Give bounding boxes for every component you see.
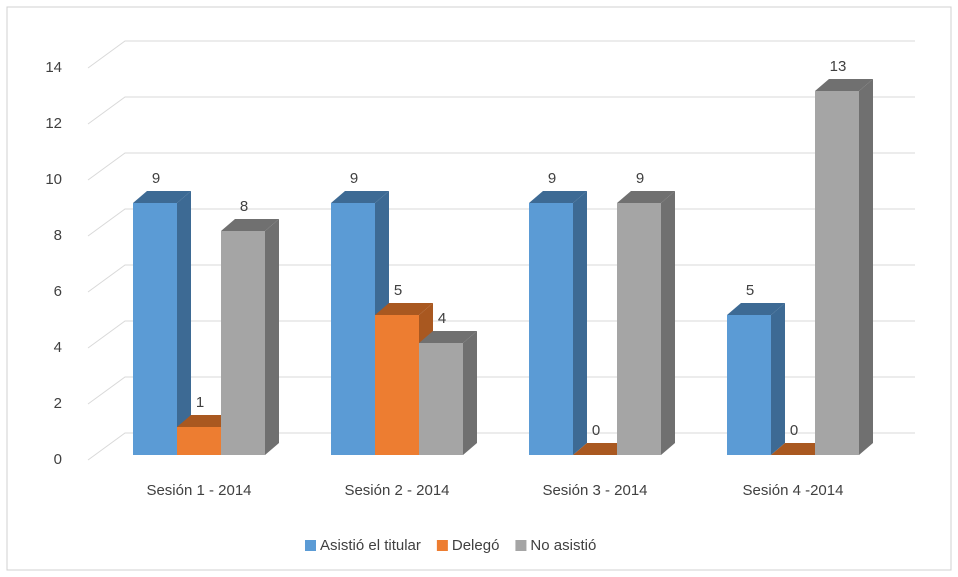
grid-line (87, 40, 915, 69)
data-label: 1 (196, 394, 204, 411)
y-tick-label: 10 (45, 171, 62, 188)
bar-side (859, 79, 873, 455)
bar-top (529, 191, 587, 203)
data-label: 9 (548, 170, 556, 187)
bar-front (815, 91, 859, 455)
y-tick-label: 8 (54, 227, 62, 244)
data-label: 9 (636, 170, 644, 187)
x-tick-label: Sesión 4 -2014 (743, 482, 844, 499)
data-label: 5 (394, 282, 402, 299)
y-tick-label: 12 (45, 115, 62, 132)
data-label: 8 (240, 198, 248, 215)
x-tick-label: Sesión 2 - 2014 (344, 482, 449, 499)
legend-swatch (515, 540, 527, 551)
bar (419, 331, 477, 455)
legend-label: Delegó (452, 537, 500, 554)
legend-label: No asistió (530, 537, 596, 554)
bar-side (661, 191, 675, 455)
legend-swatch (305, 540, 316, 551)
grid-line (87, 152, 915, 181)
bar (815, 79, 873, 455)
bar-top (771, 443, 829, 455)
bar-top (815, 79, 873, 91)
bar-side (463, 331, 477, 455)
bar-top (573, 443, 631, 455)
bar-top (727, 303, 785, 315)
bar (529, 191, 587, 455)
bar (221, 219, 279, 455)
bar-top (133, 191, 191, 203)
bar-top (617, 191, 675, 203)
bar-top (177, 415, 235, 427)
legend-label: Asistió el titular (320, 537, 421, 554)
data-label: 0 (592, 422, 600, 439)
bar-front (375, 315, 419, 455)
data-label: 9 (152, 170, 160, 187)
bar-top (419, 331, 477, 343)
bar-front (331, 203, 375, 455)
bar (727, 303, 785, 455)
bar-top (375, 303, 433, 315)
y-tick-label: 14 (45, 59, 62, 76)
bar-side (771, 303, 785, 455)
y-tick-label: 0 (54, 451, 62, 468)
bar-top (221, 219, 279, 231)
bar-front (727, 315, 771, 455)
legend-swatch (436, 540, 448, 551)
data-label: 0 (790, 422, 798, 439)
bar (573, 443, 631, 455)
grid-line (87, 96, 915, 125)
data-label: 4 (438, 310, 446, 327)
bar-front (221, 231, 265, 455)
bar-top (331, 191, 389, 203)
bar (771, 443, 829, 455)
bar-side (177, 191, 191, 455)
bar (617, 191, 675, 455)
x-tick-label: Sesión 3 - 2014 (542, 482, 647, 499)
bar-front (177, 427, 221, 455)
data-label: 9 (350, 170, 358, 187)
data-label: 5 (746, 282, 754, 299)
y-tick-label: 4 (54, 339, 62, 356)
data-label: 13 (830, 58, 847, 75)
bar-side (265, 219, 279, 455)
bar (133, 191, 191, 455)
y-tick-label: 6 (54, 283, 62, 300)
bar-front (529, 203, 573, 455)
bar-front (419, 343, 463, 455)
y-tick-label: 2 (54, 395, 62, 412)
bar-side (573, 191, 587, 455)
bar-front (133, 203, 177, 455)
x-tick-label: Sesión 1 - 2014 (146, 482, 251, 499)
bar-front (617, 203, 661, 455)
